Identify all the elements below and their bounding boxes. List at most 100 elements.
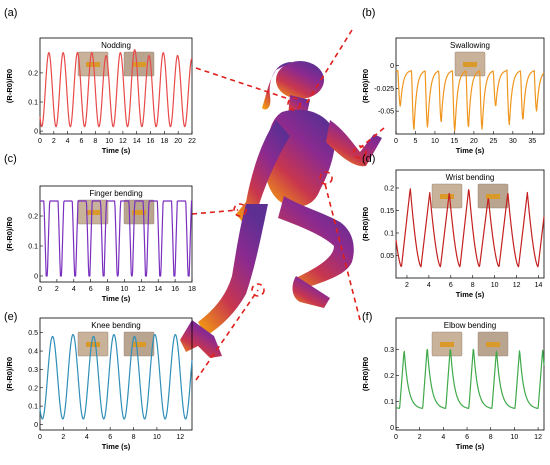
chart-panel-swallowing: (b) Swallowing 0 5 10 15 20 25 30 35 0 -0.025 -0.05… [361, 7, 545, 155]
joint-marker-elbow [319, 171, 333, 185]
x-tick-label: 15 [451, 138, 459, 145]
x-tick-label: 6 [465, 434, 469, 441]
connector-nodding [195, 67, 287, 99]
x-tick-label: 2 [61, 434, 65, 441]
y-tick-label: 0.15 [380, 208, 394, 215]
chart-panel-knee-bending: (e) Knee bending 0 2 4 6 8 10 12 0 0.1 0.2 0.3 0.4 0.… [4, 311, 193, 451]
panel-title: Swallowing [450, 41, 490, 50]
x-tick-label: 35 [528, 138, 536, 145]
x-tick-label: 0 [38, 434, 42, 441]
joint-marker-wrist [353, 145, 367, 159]
x-tick-label: 4 [85, 434, 89, 441]
series-line [395, 69, 545, 132]
x-tick-label: 0 [38, 286, 42, 293]
panel-title: Finger bending [89, 189, 142, 198]
x-tick-label: 10 [491, 282, 499, 289]
sensor-patch [440, 342, 454, 347]
y-axis-label: (R-R0)/R0 [361, 69, 370, 103]
x-tick-label: 2 [418, 434, 422, 441]
x-tick-label: 4 [66, 138, 70, 145]
chart-panel-nodding: (a) Nodding 0 2 4 6 8 10 12 14 16 18 20 22 0 0.1 0.2 Tim… [4, 7, 196, 155]
x-tick-label: 0 [394, 138, 398, 145]
panel-label: (d) [362, 153, 375, 165]
connector-knee [195, 289, 259, 381]
series-line [39, 200, 193, 277]
x-tick-label: 0 [394, 434, 398, 441]
y-tick-label: 0.3 [384, 347, 394, 354]
panel-title: Wrist bending [446, 173, 495, 182]
x-tick-label: 10 [431, 138, 439, 145]
x-tick-label: 4 [72, 286, 76, 293]
runner-silhouette [180, 61, 382, 358]
x-tick-label: 2 [52, 138, 56, 145]
x-tick-label: 4 [427, 282, 431, 289]
y-tick-label: 0.4 [28, 349, 38, 356]
x-tick-label: 20 [174, 138, 182, 145]
x-tick-label: 10 [153, 434, 161, 441]
y-axis-label: (R-R0)/R0 [5, 357, 14, 391]
x-tick-label: 0 [38, 138, 42, 145]
chart-panel-wrist-bending: (d) Wrist bending 2 4 6 8 10 12 14 0.05 0.1 0.15 0.… [361, 153, 545, 299]
chart-panel-elbow-bending: (f) Elbow bending 0 2 4 6 8 10 12 0 0.1 0.2 0.3 Time… [361, 311, 545, 451]
x-axis-label: Time (s) [102, 294, 131, 303]
panel-title: Knee bending [91, 321, 140, 330]
plot-frame [395, 169, 545, 279]
panel-label: (e) [4, 311, 17, 323]
panel-label: (c) [4, 153, 17, 165]
x-tick-label: 10 [511, 434, 519, 441]
x-tick-label: 12 [534, 434, 542, 441]
connector-finger [191, 209, 239, 215]
panel-label: (f) [362, 311, 372, 323]
sensor-patch [86, 210, 100, 215]
sensor-patch [132, 62, 146, 67]
x-tick-label: 14 [133, 138, 141, 145]
y-tick-label: 0.1 [28, 100, 38, 107]
y-axis-label: (R-R0)/R0 [5, 69, 14, 103]
x-tick-label: 5 [414, 138, 418, 145]
sensor-patch [132, 342, 146, 347]
x-tick-label: 10 [105, 138, 113, 145]
sensor-patch [486, 342, 500, 347]
y-tick-label: 0 [390, 63, 394, 70]
y-tick-label: 0 [34, 422, 38, 429]
plot-frame [39, 317, 193, 431]
y-tick-label: 0.2 [384, 373, 394, 380]
x-tick-label: 16 [171, 286, 179, 293]
joint-marker-neck [287, 97, 301, 111]
series-line [395, 348, 545, 410]
plot-frame [395, 37, 545, 135]
x-tick-label: 2 [55, 286, 59, 293]
sensor-patch [486, 194, 500, 199]
connector-elbow [323, 179, 361, 321]
x-tick-label: 8 [471, 282, 475, 289]
panel-label: (b) [362, 7, 375, 19]
sensor-patch [132, 210, 146, 215]
x-tick-label: 6 [80, 138, 84, 145]
y-tick-label: 0.05 [380, 253, 394, 260]
y-tick-label: 0.3 [28, 367, 38, 374]
x-axis-label: Time (s) [456, 442, 485, 451]
x-tick-label: 14 [535, 282, 543, 289]
series-line [39, 333, 193, 420]
x-axis-label: Time (s) [102, 442, 131, 451]
x-tick-label: 25 [489, 138, 497, 145]
x-tick-label: 6 [108, 434, 112, 441]
sensor-patch [463, 62, 477, 67]
x-tick-label: 12 [119, 138, 127, 145]
y-tick-label: 0 [390, 425, 394, 432]
panel-title: Nodding [101, 41, 131, 50]
x-tick-label: 30 [509, 138, 517, 145]
x-tick-label: 18 [160, 138, 168, 145]
x-tick-label: 2 [405, 282, 409, 289]
x-tick-label: 16 [147, 138, 155, 145]
y-tick-label: -0.025 [374, 86, 394, 93]
x-tick-label: 20 [470, 138, 478, 145]
x-tick-label: 18 [188, 286, 196, 293]
x-tick-label: 6 [449, 282, 453, 289]
chart-panel-finger-bending: (c) Finger bending 0 2 4 6 8 10 12 14 16 18 0 0.1 0.2… [4, 153, 196, 303]
x-tick-label: 12 [513, 282, 521, 289]
y-tick-label: 0.1 [28, 404, 38, 411]
x-tick-label: 12 [137, 286, 145, 293]
y-tick-label: 0.1 [384, 399, 394, 406]
